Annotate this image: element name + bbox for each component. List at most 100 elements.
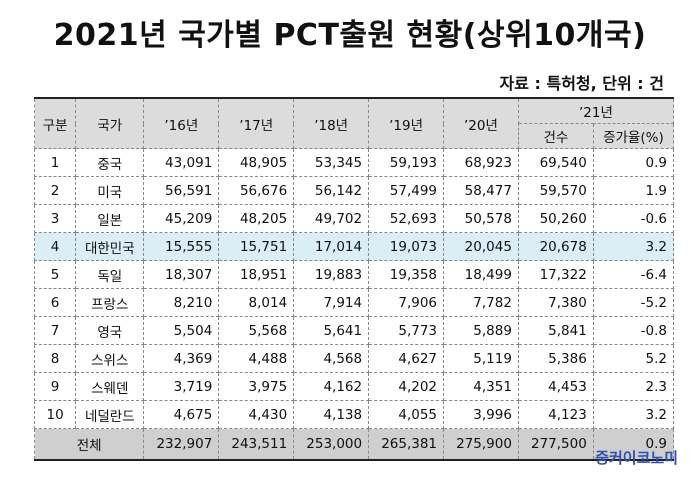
year-value-cell: 52,693 bbox=[368, 204, 445, 233]
country-cell: 네덜란드 bbox=[75, 400, 145, 429]
year-value-cell: 4,162 bbox=[293, 372, 370, 401]
growth-cell: 3.2 bbox=[592, 232, 675, 261]
year-value-cell: 50,578 bbox=[443, 204, 519, 233]
source-note: 자료 : 특허청, 단위 : 건 bbox=[499, 74, 665, 93]
country-cell: 스웨덴 bbox=[75, 372, 145, 401]
year-value-cell: 8,210 bbox=[143, 288, 220, 317]
header-year: ’17년 bbox=[218, 97, 295, 149]
year-value-cell: 19,073 bbox=[368, 232, 445, 261]
total-cell: 232,907 bbox=[143, 428, 220, 461]
year-value-cell: 48,905 bbox=[218, 148, 295, 177]
pct-table: 구분 국가 ’16년 ’17년 ’18년 ’19년 ’20년 ’21년 건수 증… bbox=[33, 97, 675, 461]
page-title: 2021년 국가별 PCT출원 현황(상위10개국) bbox=[53, 18, 647, 53]
header-count: 건수 bbox=[517, 123, 594, 149]
total-cell: 265,381 bbox=[368, 428, 445, 461]
year-value-cell: 5,889 bbox=[443, 316, 519, 345]
year-value-cell: 3,996 bbox=[443, 400, 519, 429]
year-value-cell: 15,555 bbox=[143, 232, 220, 261]
year-value-cell: 4,055 bbox=[368, 400, 445, 429]
year-value-cell: 56,591 bbox=[143, 176, 220, 205]
year-value-cell: 4,627 bbox=[368, 344, 445, 373]
logo: 중커이코노미 bbox=[595, 449, 678, 467]
year-value-cell: 53,345 bbox=[293, 148, 370, 177]
year-value-cell: 5,119 bbox=[443, 344, 519, 373]
header-year: ’19년 bbox=[368, 97, 445, 149]
country-cell: 스위스 bbox=[75, 344, 145, 373]
count-2021-cell: 20,678 bbox=[517, 232, 594, 261]
total-row: 전체 232,907 243,511 253,000 265,381 275,9… bbox=[33, 428, 675, 461]
total-cell: 275,900 bbox=[443, 428, 519, 461]
header-year: ’18년 bbox=[293, 97, 370, 149]
country-cell: 영국 bbox=[75, 316, 145, 345]
year-value-cell: 8,014 bbox=[218, 288, 295, 317]
total-cell: 243,511 bbox=[218, 428, 295, 461]
year-value-cell: 4,369 bbox=[143, 344, 220, 373]
year-value-cell: 17,014 bbox=[293, 232, 370, 261]
year-value-cell: 4,351 bbox=[443, 372, 519, 401]
growth-cell: -5.2 bbox=[592, 288, 675, 317]
growth-cell: 3.2 bbox=[592, 400, 675, 429]
header-year: ’20년 bbox=[443, 97, 519, 149]
table-row: 9 스웨덴 3,719 3,975 4,162 4,202 4,351 4,453 2.3 bbox=[33, 372, 675, 401]
year-value-cell: 19,883 bbox=[293, 260, 370, 289]
year-value-cell: 56,676 bbox=[218, 176, 295, 205]
count-2021-cell: 50,260 bbox=[517, 204, 594, 233]
growth-cell: 2.3 bbox=[592, 372, 675, 401]
year-value-cell: 57,499 bbox=[368, 176, 445, 205]
table-row: 2 미국 56,591 56,676 56,142 57,499 58,477 59,570 1… bbox=[33, 176, 675, 205]
country-cell: 독일 bbox=[75, 260, 145, 289]
rank-cell: 5 bbox=[33, 260, 77, 289]
rank-cell: 6 bbox=[33, 288, 77, 317]
year-value-cell: 59,193 bbox=[368, 148, 445, 177]
count-2021-cell: 59,570 bbox=[517, 176, 594, 205]
count-2021-cell: 7,380 bbox=[517, 288, 594, 317]
country-cell: 중국 bbox=[75, 148, 145, 177]
year-value-cell: 4,488 bbox=[218, 344, 295, 373]
year-value-cell: 18,499 bbox=[443, 260, 519, 289]
country-cell: 미국 bbox=[75, 176, 145, 205]
table-row: 5 독일 18,307 18,951 19,883 19,358 18,499 17,322-… bbox=[33, 260, 675, 289]
growth-cell: -6.4 bbox=[592, 260, 675, 289]
rank-cell: 10 bbox=[33, 400, 77, 429]
header-growth: 증가율(%) bbox=[592, 123, 675, 149]
year-value-cell: 4,138 bbox=[293, 400, 370, 429]
year-value-cell: 43,091 bbox=[143, 148, 220, 177]
table-row: 3 일본 45,209 48,205 49,702 52,693 50,578 50,260-… bbox=[33, 204, 675, 233]
rank-cell: 1 bbox=[33, 148, 77, 177]
year-value-cell: 15,751 bbox=[218, 232, 295, 261]
table-row: 7 영국 5,504 5,568 5,641 5,773 5,889 5,841 -0.8 bbox=[33, 316, 675, 345]
growth-cell: 5.2 bbox=[592, 344, 675, 373]
rank-cell: 3 bbox=[33, 204, 77, 233]
year-value-cell: 56,142 bbox=[293, 176, 370, 205]
table-row: 1 중국 43,091 48,905 53,345 59,193 68,923 69,540 0… bbox=[33, 148, 675, 177]
count-2021-cell: 4,123 bbox=[517, 400, 594, 429]
year-value-cell: 7,782 bbox=[443, 288, 519, 317]
rank-cell: 2 bbox=[33, 176, 77, 205]
year-value-cell: 4,202 bbox=[368, 372, 445, 401]
header-year: ’16년 bbox=[143, 97, 220, 149]
rank-cell: 4 bbox=[33, 232, 77, 261]
table-row: 6 프랑스 8,210 8,014 7,914 7,906 7,782 7,380 -5.2 bbox=[33, 288, 675, 317]
year-value-cell: 45,209 bbox=[143, 204, 220, 233]
year-value-cell: 4,430 bbox=[218, 400, 295, 429]
total-count: 277,500 bbox=[517, 428, 594, 461]
header-2021: ’21년 bbox=[517, 97, 675, 124]
table-row: 10 네덜란드 4,675 4,430 4,138 4,055 3,996 4,123 3.2 bbox=[33, 400, 675, 429]
header-country: 국가 bbox=[75, 97, 145, 149]
year-value-cell: 19,358 bbox=[368, 260, 445, 289]
year-value-cell: 5,504 bbox=[143, 316, 220, 345]
year-value-cell: 20,045 bbox=[443, 232, 519, 261]
count-2021-cell: 5,841 bbox=[517, 316, 594, 345]
year-value-cell: 48,205 bbox=[218, 204, 295, 233]
header-rank: 구분 bbox=[33, 97, 77, 149]
count-2021-cell: 4,453 bbox=[517, 372, 594, 401]
count-2021-cell: 69,540 bbox=[517, 148, 594, 177]
year-value-cell: 49,702 bbox=[293, 204, 370, 233]
growth-cell: 0.9 bbox=[592, 148, 675, 177]
total-growth: 0.9 bbox=[592, 428, 675, 461]
year-value-cell: 18,307 bbox=[143, 260, 220, 289]
rank-cell: 9 bbox=[33, 372, 77, 401]
year-value-cell: 4,568 bbox=[293, 344, 370, 373]
total-label: 전체 bbox=[33, 428, 145, 461]
year-value-cell: 4,675 bbox=[143, 400, 220, 429]
